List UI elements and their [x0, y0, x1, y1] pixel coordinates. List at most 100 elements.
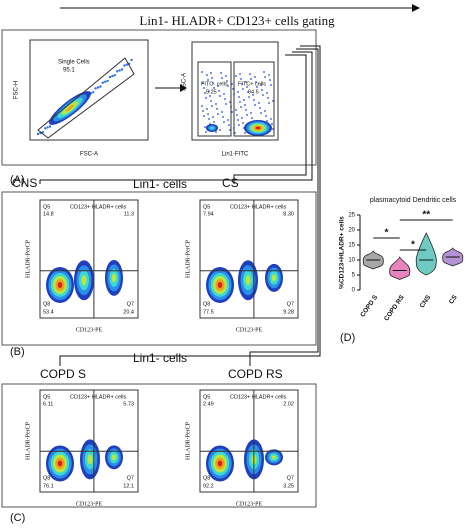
y-axis-label: FSC-H	[14, 81, 20, 99]
quadrant-value: 76.1	[43, 483, 54, 489]
panel-a-box	[1, 29, 317, 166]
event	[206, 108, 208, 110]
event	[208, 90, 210, 92]
x-axis-label: CD123-PE	[236, 327, 263, 333]
event	[120, 68, 124, 71]
event	[239, 101, 241, 103]
x-tick-label: COPD S	[359, 294, 379, 319]
event	[260, 112, 262, 114]
significance-label: *	[411, 240, 415, 251]
density-contour	[210, 126, 214, 130]
event	[213, 87, 215, 89]
event	[46, 126, 49, 129]
quadrant-value: 53.4	[43, 309, 54, 315]
quadrant-value: 2.02	[283, 401, 294, 407]
event	[256, 86, 258, 88]
event	[94, 87, 97, 90]
event	[244, 104, 246, 106]
event	[255, 81, 257, 83]
gate-name: CD123+ HLADR+ cells	[230, 204, 286, 210]
event	[48, 125, 52, 128]
event	[44, 127, 47, 130]
event	[204, 126, 206, 128]
y-tick-label: 10	[348, 258, 355, 264]
event	[231, 83, 233, 85]
quadrant-value: 7.94	[203, 211, 214, 217]
event	[204, 92, 206, 94]
x-tick-label: CS	[448, 294, 459, 306]
event	[252, 94, 254, 96]
event	[237, 119, 239, 121]
panel-heading: Lin1- cells	[133, 351, 187, 365]
density-contour	[87, 454, 93, 465]
panel-label: (C)	[10, 512, 25, 524]
event	[270, 84, 272, 86]
event	[221, 111, 223, 113]
density-contour	[245, 275, 251, 286]
y-axis-label: %CD123+HLADR+ cells	[339, 216, 346, 289]
x-axis-label: CD123-PE	[236, 501, 263, 507]
quadrant-name: Q7	[127, 301, 134, 307]
panel-b-box	[1, 191, 317, 346]
gate-name: CD123+ HLADR+ cells	[70, 394, 126, 400]
event	[211, 77, 213, 79]
event	[207, 79, 209, 81]
event	[228, 124, 230, 126]
density-contour	[57, 460, 63, 467]
event	[222, 116, 224, 118]
event	[248, 96, 250, 98]
density-contour	[217, 281, 223, 288]
event	[244, 132, 246, 134]
event	[116, 70, 119, 73]
x-axis-label: CD123-PE	[76, 501, 103, 507]
event	[201, 105, 203, 107]
event	[210, 100, 212, 102]
density-contour	[255, 126, 261, 130]
event	[267, 97, 269, 99]
event	[250, 78, 252, 80]
event	[217, 113, 219, 115]
event	[206, 74, 208, 76]
quadrant-value: 11.3	[124, 211, 134, 217]
event	[266, 120, 268, 122]
quadrant-value: 2.49	[203, 401, 214, 407]
y-axis-label: HLADR-PerCP	[25, 239, 31, 278]
event	[272, 100, 274, 102]
panel-label: (B)	[10, 346, 25, 358]
event	[205, 131, 207, 133]
plot-frame	[29, 39, 149, 141]
event	[221, 77, 223, 79]
significance-label: **	[422, 210, 430, 221]
event	[245, 109, 247, 111]
event	[210, 72, 212, 74]
connector	[233, 54, 307, 184]
y-tick-label: 5	[352, 273, 356, 279]
event	[265, 115, 267, 117]
density-contour	[271, 455, 277, 460]
gate-name: Single Cells	[58, 60, 90, 66]
event	[254, 104, 256, 106]
density-contour	[111, 454, 117, 461]
event	[215, 103, 217, 105]
event	[241, 83, 243, 85]
event	[207, 113, 209, 115]
event	[223, 93, 225, 95]
quadrant-value: 9.28	[283, 309, 294, 315]
event	[266, 92, 268, 94]
event	[224, 98, 226, 100]
plot-title: COPD RS	[228, 367, 283, 381]
event	[258, 102, 260, 104]
density-contour	[81, 275, 87, 286]
event	[246, 114, 248, 116]
event	[218, 90, 220, 92]
event	[203, 115, 205, 117]
violin	[415, 232, 437, 276]
quadrant-value: 20.4	[123, 309, 134, 315]
event	[250, 112, 252, 114]
event	[247, 91, 249, 93]
event	[130, 58, 133, 62]
density-contour	[217, 460, 223, 467]
significance-label: *	[385, 228, 389, 239]
event	[268, 102, 270, 104]
